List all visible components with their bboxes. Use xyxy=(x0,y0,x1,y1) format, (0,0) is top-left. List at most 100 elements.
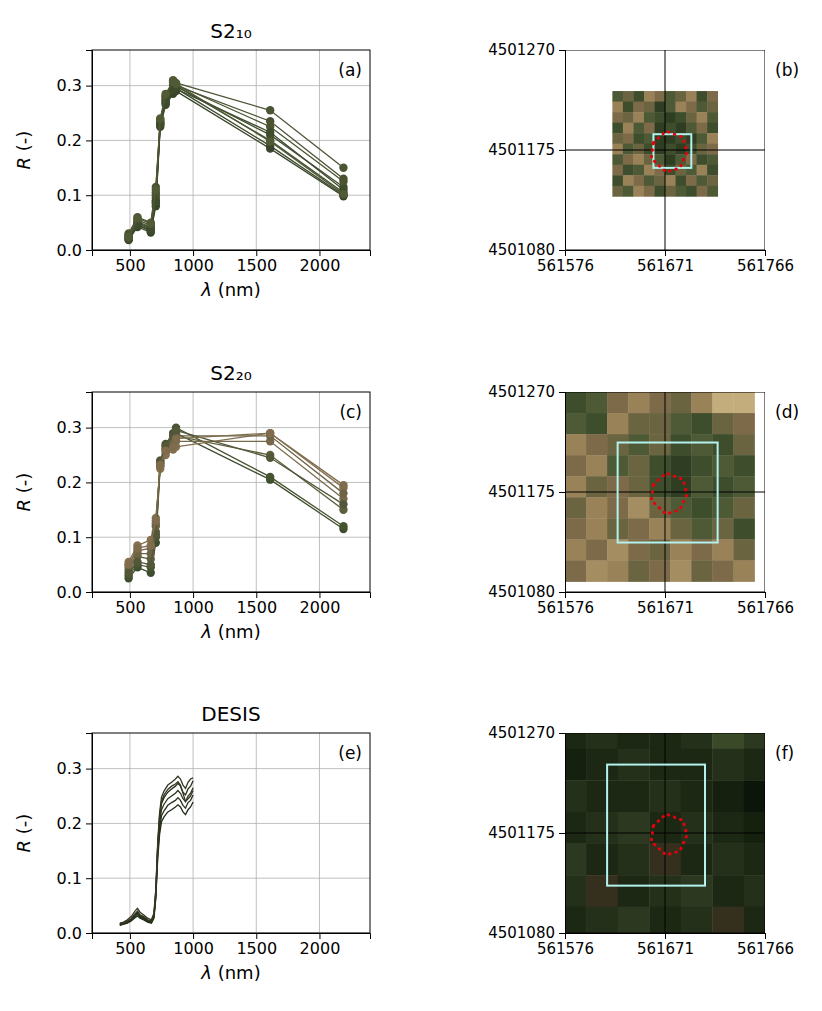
tick-label: 2000 xyxy=(300,256,341,275)
spectrum-line xyxy=(129,436,344,568)
pixel-cell xyxy=(586,476,607,497)
grid-line xyxy=(565,392,765,393)
tick: 2000 xyxy=(300,250,341,275)
tick: 2000 xyxy=(300,933,341,958)
pixel-cell xyxy=(744,844,765,876)
pixel-cell xyxy=(628,434,649,455)
pixel-cell xyxy=(712,875,744,907)
spectrum-point xyxy=(124,233,132,241)
tick-mark xyxy=(765,592,766,598)
pixel-cell xyxy=(649,518,670,539)
pixel-cell xyxy=(623,91,634,102)
tick: 0.2 xyxy=(57,473,92,492)
pixel-cell xyxy=(623,165,634,176)
y-axis: 0.00.10.20.3 xyxy=(57,734,93,943)
axis-line xyxy=(559,734,566,934)
tick-label: 0.0 xyxy=(57,241,82,260)
axis-line xyxy=(93,934,371,940)
pixel-cell xyxy=(633,154,644,165)
pixel-cell xyxy=(744,812,765,844)
pixel-cell xyxy=(612,123,623,134)
tick-label: 4501175 xyxy=(488,483,555,501)
x-axis-title: λ (nm) xyxy=(200,621,260,642)
y-axis: 450108045011754501270 xyxy=(488,41,565,259)
tick: 1500 xyxy=(236,933,277,958)
pixel-cell xyxy=(670,434,691,455)
pixel-cell xyxy=(633,123,644,134)
pixel-cell xyxy=(697,112,708,123)
tick-mark xyxy=(559,833,565,834)
line-panel: 5001000150020000.00.10.20.3DESISλ (nm)R … xyxy=(13,702,371,983)
tick-mark xyxy=(86,878,92,879)
panel-letter: (c) xyxy=(339,402,362,422)
pixel-cell xyxy=(644,91,655,102)
grid-line xyxy=(92,878,370,879)
pixel-cell xyxy=(565,875,586,907)
spectrum-point xyxy=(339,489,347,497)
grid-line xyxy=(193,392,194,592)
tick: 0.3 xyxy=(57,76,92,95)
grid xyxy=(92,392,370,592)
x-axis-title: λ (nm) xyxy=(200,962,260,983)
tick-mark xyxy=(256,933,257,939)
spectrum-point xyxy=(339,522,347,530)
pixel-cell xyxy=(665,144,676,155)
tick-mark xyxy=(559,592,565,593)
axis-line xyxy=(86,393,93,593)
tick-label: 561576 xyxy=(537,599,594,617)
tick-label: 1500 xyxy=(236,256,277,275)
pixel-cell xyxy=(654,123,665,134)
pixel-cell xyxy=(633,102,644,113)
grid-line xyxy=(193,733,194,933)
axis-unit: (nm) xyxy=(212,621,261,642)
tick-label: 1000 xyxy=(173,598,214,617)
tick-label: 0.3 xyxy=(57,418,82,437)
pixel-cell xyxy=(733,392,754,413)
plot-area xyxy=(120,776,193,925)
pixel-cell xyxy=(744,733,765,749)
pixel-cell xyxy=(654,102,665,113)
pixel-cell xyxy=(628,455,649,476)
pixel-cell xyxy=(644,112,655,123)
pixel-cell xyxy=(649,560,670,581)
axis-symbol: λ xyxy=(200,279,212,300)
spectrum-line xyxy=(129,433,344,562)
pixel-cell xyxy=(712,455,733,476)
tick-label: 4501080 xyxy=(488,241,555,259)
spectrum-line xyxy=(120,782,193,923)
grid xyxy=(92,733,370,933)
tick: 500 xyxy=(115,592,146,617)
tick-mark xyxy=(665,933,666,939)
tick-mark xyxy=(130,933,131,939)
tick-mark xyxy=(86,769,92,770)
pixel-cell xyxy=(612,91,623,102)
pixel-cell xyxy=(618,844,650,876)
tick-mark xyxy=(559,733,565,734)
map-panel: 561576561671561766450108045011754501270(… xyxy=(488,383,799,616)
tick-mark xyxy=(86,482,92,483)
y-axis: 450108045011754501270 xyxy=(488,724,565,942)
pixel-cell xyxy=(712,497,733,518)
tick-mark xyxy=(319,592,320,598)
tick-mark xyxy=(193,592,194,598)
pixel-cell xyxy=(633,133,644,144)
tick-label: 0.1 xyxy=(57,869,82,888)
axis-symbol: R xyxy=(13,499,34,512)
tick-mark xyxy=(86,140,92,141)
axis-line xyxy=(566,934,766,940)
plot-frame xyxy=(92,392,370,592)
pixel-cell xyxy=(644,186,655,197)
pixel-cell xyxy=(586,455,607,476)
tick: 561766 xyxy=(737,592,794,617)
grid-line xyxy=(129,50,130,250)
panel-letter: (d) xyxy=(775,402,799,422)
tick-label: 500 xyxy=(115,256,146,275)
pixel-cell xyxy=(623,154,634,165)
pixel-cell xyxy=(670,560,691,581)
spectrum-point xyxy=(133,544,141,552)
pixel-cell xyxy=(733,455,754,476)
spectrum-point xyxy=(339,500,347,508)
axis-line xyxy=(566,251,766,257)
grid-line xyxy=(92,768,370,769)
pixel-cell xyxy=(686,91,697,102)
